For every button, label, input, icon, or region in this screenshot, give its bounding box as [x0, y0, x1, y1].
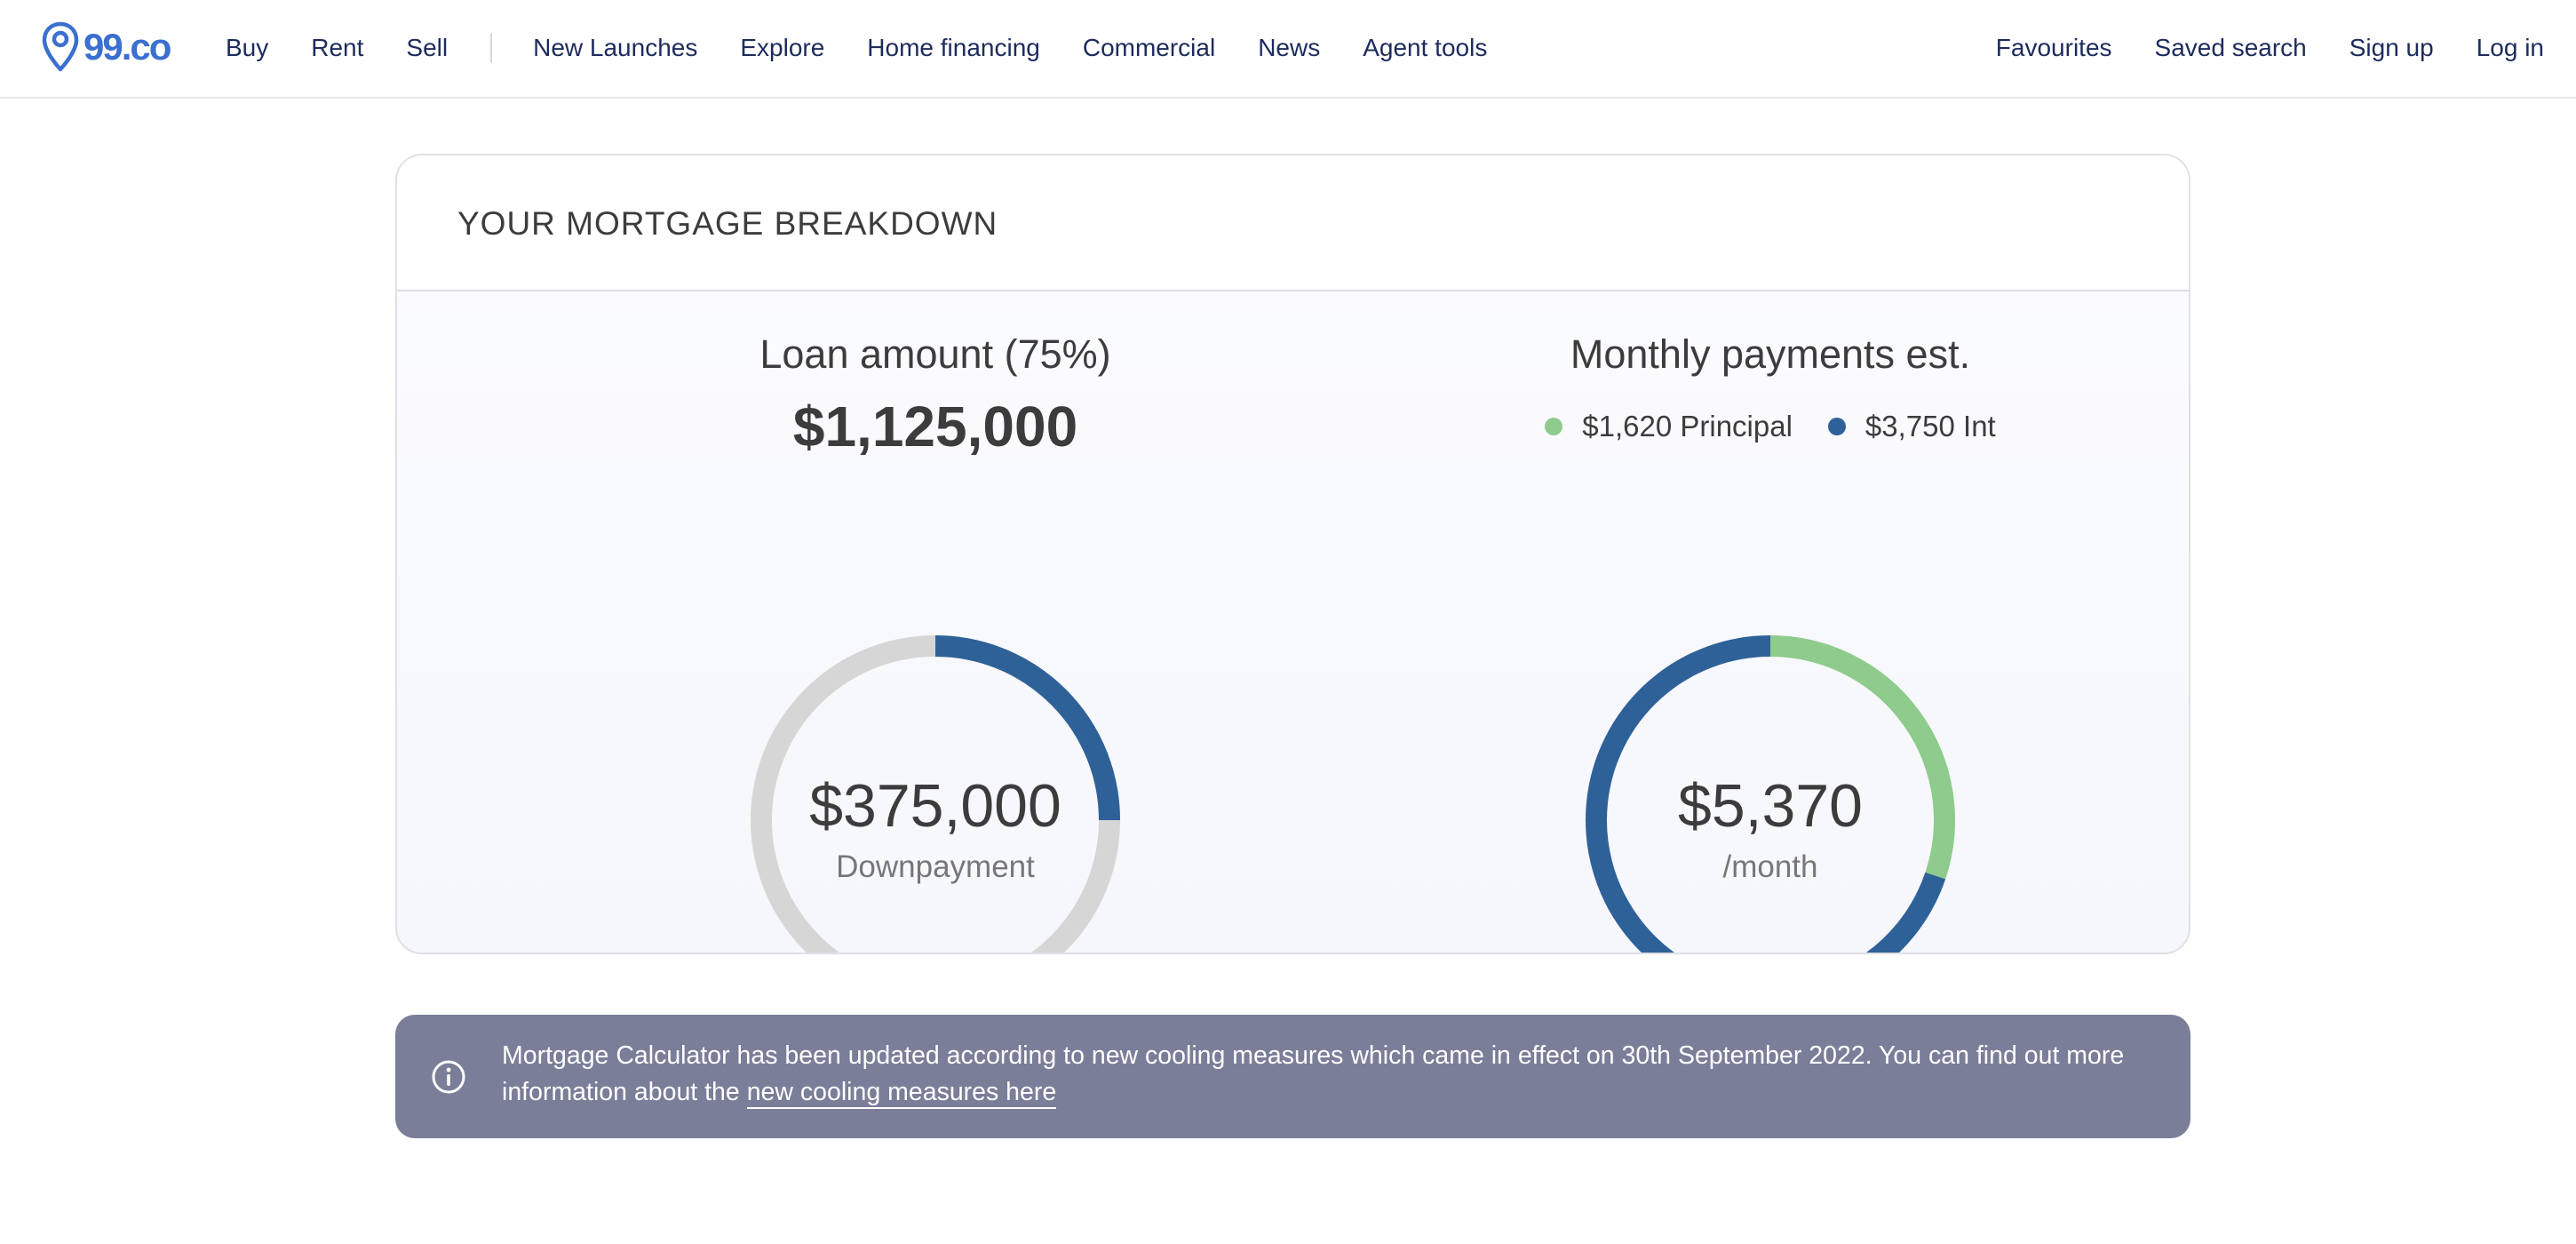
interest-label: $3,750 Int: [1864, 410, 1996, 443]
nav-new-launches[interactable]: New Launches: [533, 34, 698, 61]
nav-buy[interactable]: Buy: [226, 34, 269, 61]
downpayment-label: Downpayment: [836, 849, 1035, 884]
loan-amount-value: $1,125,000: [792, 395, 1078, 459]
donut-segment-interest: [1586, 635, 1946, 953]
monthly-legend: $1,620 Principal $3,750 Int: [1433, 410, 2108, 443]
principal-dot: [1545, 418, 1563, 435]
monthly-label: /month: [1722, 849, 1818, 884]
map-pin-icon: [41, 21, 80, 73]
legend-interest: $3,750 Int: [1827, 410, 1996, 443]
nav-agent-tools[interactable]: Agent tools: [1363, 34, 1488, 61]
nav-favourites[interactable]: Favourites: [1995, 34, 2112, 61]
downpayment-donut-chart: [751, 635, 1120, 953]
notice-message: Mortgage Calculator has been updated acc…: [502, 1041, 2125, 1106]
donut-center: $5,370 /month: [1584, 634, 1957, 953]
nav-sign-up[interactable]: Sign up: [2349, 34, 2434, 61]
top-navigation-bar: 99.co Buy Rent Sell New Launches Explore…: [0, 0, 2576, 99]
monthly-donut-chart: [1586, 635, 1955, 953]
nav-news[interactable]: News: [1258, 34, 1321, 61]
nav-explore[interactable]: Explore: [740, 34, 825, 61]
cooling-measures-notice: Mortgage Calculator has been updated acc…: [395, 1015, 2190, 1138]
primary-nav: Buy Rent Sell New Launches Explore Home …: [226, 0, 1530, 96]
notice-text: Mortgage Calculator has been updated acc…: [502, 1038, 2154, 1111]
loan-amount-panel: Loan amount (75%) $1,125,000 $375,000 Do…: [598, 331, 1273, 953]
nav-home-financing[interactable]: Home financing: [867, 34, 1040, 61]
interest-dot: [1827, 418, 1846, 435]
nav-sell[interactable]: Sell: [406, 34, 449, 61]
principal-label: $1,620 Principal: [1582, 410, 1793, 443]
cooling-measures-link[interactable]: new cooling measures here: [746, 1078, 1057, 1109]
downpayment-value: $375,000: [809, 772, 1061, 840]
card-title: YOUR MORTGAGE BREAKDOWN: [457, 205, 998, 242]
legend-principal: $1,620 Principal: [1545, 410, 1793, 443]
info-circle-icon: [431, 1059, 466, 1095]
logo-text: 99.co: [83, 26, 171, 68]
downpayment-donut: $375,000 Downpayment: [749, 634, 1122, 953]
monthly-donut: $5,370 /month: [1584, 634, 1957, 953]
nav-commercial[interactable]: Commercial: [1082, 34, 1216, 61]
nav-saved-search[interactable]: Saved search: [2154, 34, 2307, 61]
mortgage-breakdown-card: YOUR MORTGAGE BREAKDOWN Loan amount (75%…: [395, 154, 2190, 954]
nav-log-in[interactable]: Log in: [2476, 34, 2544, 61]
loan-amount-heading: Loan amount (75%): [759, 331, 1111, 377]
donut-center: $375,000 Downpayment: [749, 634, 1122, 953]
nav-divider: [490, 33, 493, 63]
monthly-payments-heading: Monthly payments est.: [1570, 331, 1971, 377]
card-header: YOUR MORTGAGE BREAKDOWN: [397, 156, 2189, 291]
monthly-payments-panel: Monthly payments est. $1,620 Principal $…: [1433, 331, 2108, 953]
account-nav: Favourites Saved search Sign up Log in: [1953, 0, 2544, 96]
logo-link[interactable]: 99.co: [41, 21, 171, 73]
donut-segment-highlight: [934, 635, 1120, 821]
nav-rent[interactable]: Rent: [311, 34, 364, 61]
monthly-value: $5,370: [1678, 772, 1863, 840]
donut-segment-principal: [1769, 635, 1955, 880]
